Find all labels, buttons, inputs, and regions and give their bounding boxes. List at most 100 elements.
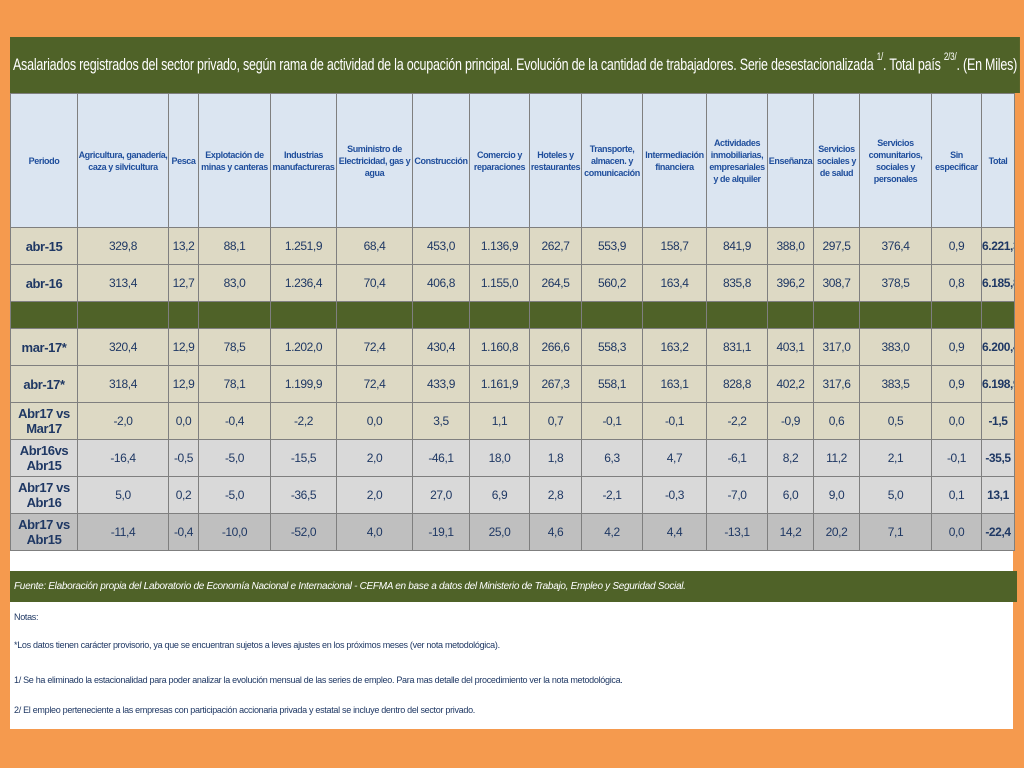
value-cell: 0,6: [813, 402, 860, 440]
value-cell: 453,0: [412, 227, 470, 265]
column-header: Explotación de minas y canteras: [198, 93, 271, 228]
note-line: 2/ El empleo perteneciente a las empresa…: [14, 705, 475, 715]
value-cell: [581, 301, 643, 329]
value-cell: 5,0: [77, 476, 169, 514]
value-cell: -6,1: [706, 439, 768, 477]
total-cell: 6.221,3: [981, 227, 1015, 265]
column-header: Industrias manufactureras: [270, 93, 337, 228]
table-body: abr-15 329,8 13,2 88,1 1.251,9 68,4 453,0 1.136…: [10, 227, 1015, 551]
value-cell: 163,2: [642, 328, 707, 366]
value-cell: -46,1: [412, 439, 470, 477]
value-cell: 25,0: [469, 513, 530, 551]
value-cell: 78,5: [198, 328, 271, 366]
value-cell: [767, 301, 814, 329]
period-cell: Abr17 vs Abr15: [10, 513, 78, 551]
total-cell: 13,1: [981, 476, 1015, 514]
table-row: mar-17* 320,4 12,9 78,5 1.202,0 72,4 430,4 1.16…: [10, 328, 1015, 366]
value-cell: 376,4: [859, 227, 932, 265]
column-header: Servicios comunitarios, sociales y perso…: [859, 93, 932, 228]
table-row: abr-16 313,4 12,7 83,0 1.236,4 70,4 406,8 1.155…: [10, 264, 1015, 302]
value-cell: 4,6: [529, 513, 582, 551]
notes-section: Notas: *Los datos tienen carácter provis…: [10, 602, 1013, 729]
table-row: Abr17 vs Abr15 -11,4 -0,4 -10,0 -52,0 4,0 -19,…: [10, 513, 1015, 551]
column-header: Construcción: [412, 93, 470, 228]
value-cell: [931, 301, 982, 329]
column-header: Comercio y reparaciones: [469, 93, 530, 228]
table-row: Abr16vs Abr15 -16,4 -0,5 -5,0 -15,5 2,0 -46,1 1…: [10, 439, 1015, 477]
value-cell: 297,5: [813, 227, 860, 265]
column-header: Pesca: [168, 93, 199, 228]
value-cell: 2,8: [529, 476, 582, 514]
value-cell: [469, 301, 530, 329]
value-cell: 553,9: [581, 227, 643, 265]
value-cell: -0,1: [642, 402, 707, 440]
value-cell: 13,2: [168, 227, 199, 265]
period-cell: Abr17 vs Mar17: [10, 402, 78, 440]
value-cell: -2,1: [581, 476, 643, 514]
column-header: Suministro de Electricidad, gas y agua: [336, 93, 413, 228]
value-cell: 388,0: [767, 227, 814, 265]
period-cell: Abr17 vs Abr16: [10, 476, 78, 514]
value-cell: 262,7: [529, 227, 582, 265]
value-cell: -0,3: [642, 476, 707, 514]
value-cell: [642, 301, 707, 329]
value-cell: 433,9: [412, 365, 470, 403]
total-cell: -35,5: [981, 439, 1015, 477]
value-cell: 2,0: [336, 476, 413, 514]
value-cell: 0,9: [931, 365, 982, 403]
value-cell: -11,4: [77, 513, 169, 551]
value-cell: 0,0: [931, 402, 982, 440]
value-cell: 4,2: [581, 513, 643, 551]
value-cell: 383,5: [859, 365, 932, 403]
report-sheet: Asalariados registrados del sector priva…: [10, 37, 1020, 729]
column-header: Intermediación financiera: [642, 93, 707, 228]
value-cell: [412, 301, 470, 329]
value-cell: -0,5: [168, 439, 199, 477]
value-cell: 558,1: [581, 365, 643, 403]
note-line: *Los datos tienen carácter provisorio, y…: [14, 640, 500, 650]
value-cell: -52,0: [270, 513, 337, 551]
value-cell: 0,5: [859, 402, 932, 440]
total-cell: -22,4: [981, 513, 1015, 551]
value-cell: -2,0: [77, 402, 169, 440]
value-cell: [168, 301, 199, 329]
value-cell: 1.251,9: [270, 227, 337, 265]
value-cell: 828,8: [706, 365, 768, 403]
column-header: Total: [981, 93, 1015, 228]
value-cell: -0,1: [931, 439, 982, 477]
value-cell: 1,1: [469, 402, 530, 440]
value-cell: 0,9: [931, 328, 982, 366]
column-header: Sin especificar: [931, 93, 982, 228]
value-cell: 70,4: [336, 264, 413, 302]
value-cell: 83,0: [198, 264, 271, 302]
value-cell: -0,4: [198, 402, 271, 440]
notes-heading: Notas:: [14, 612, 39, 622]
value-cell: 0,7: [529, 402, 582, 440]
value-cell: 20,2: [813, 513, 860, 551]
value-cell: 72,4: [336, 365, 413, 403]
value-cell: 0,0: [168, 402, 199, 440]
value-cell: 12,9: [168, 328, 199, 366]
value-cell: 68,4: [336, 227, 413, 265]
source-note: Fuente: Elaboración propia del Laborator…: [10, 571, 1017, 602]
value-cell: -15,5: [270, 439, 337, 477]
value-cell: -0,1: [581, 402, 643, 440]
value-cell: -19,1: [412, 513, 470, 551]
value-cell: 6,0: [767, 476, 814, 514]
value-cell: 402,2: [767, 365, 814, 403]
table-row: abr-15 329,8 13,2 88,1 1.251,9 68,4 453,0 1.136…: [10, 227, 1015, 265]
period-cell: abr-15: [10, 227, 78, 265]
value-cell: [859, 301, 932, 329]
value-cell: -7,0: [706, 476, 768, 514]
value-cell: 1.236,4: [270, 264, 337, 302]
value-cell: 14,2: [767, 513, 814, 551]
value-cell: -2,2: [270, 402, 337, 440]
value-cell: 7,1: [859, 513, 932, 551]
value-cell: 78,1: [198, 365, 271, 403]
value-cell: -0,9: [767, 402, 814, 440]
value-cell: 1.199,9: [270, 365, 337, 403]
value-cell: 313,4: [77, 264, 169, 302]
value-cell: [198, 301, 271, 329]
column-header: Periodo: [10, 93, 78, 228]
page-title: Asalariados registrados del sector priva…: [10, 37, 1020, 93]
